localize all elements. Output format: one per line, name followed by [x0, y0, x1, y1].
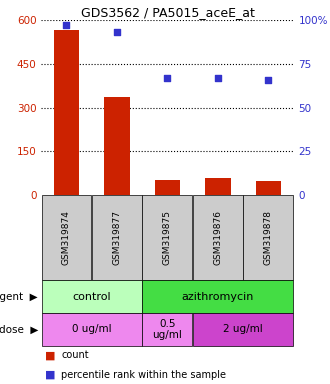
Text: percentile rank within the sample: percentile rank within the sample	[61, 369, 226, 380]
Text: GSM319877: GSM319877	[113, 210, 121, 265]
Text: count: count	[61, 350, 89, 361]
Text: dose  ▶: dose ▶	[0, 324, 38, 334]
Bar	[54, 30, 79, 195]
Point	[64, 22, 69, 28]
Bar	[143, 313, 192, 346]
Bar	[244, 195, 293, 280]
Text: GSM319874: GSM319874	[62, 210, 71, 265]
Text: agent  ▶: agent ▶	[0, 291, 38, 301]
Bar	[205, 177, 231, 195]
Point	[266, 76, 271, 83]
Text: ■: ■	[45, 369, 55, 380]
Text: GSM319878: GSM319878	[264, 210, 273, 265]
Bar	[92, 195, 142, 280]
Bar	[42, 195, 91, 280]
Title: GDS3562 / PA5015_aceE_at: GDS3562 / PA5015_aceE_at	[81, 6, 254, 19]
Point	[215, 74, 220, 81]
Text: 0.5
ug/ml: 0.5 ug/ml	[152, 319, 182, 340]
Text: GSM319875: GSM319875	[163, 210, 172, 265]
Bar	[143, 195, 192, 280]
Bar	[155, 180, 180, 195]
Bar	[104, 97, 130, 195]
Bar	[42, 280, 142, 313]
Bar	[42, 313, 142, 346]
Bar	[193, 195, 243, 280]
Text: control: control	[72, 291, 111, 301]
Bar	[256, 181, 281, 195]
Point	[165, 74, 170, 81]
Text: 2 ug/ml: 2 ug/ml	[223, 324, 263, 334]
Text: 0 ug/ml: 0 ug/ml	[72, 324, 112, 334]
Bar	[193, 313, 293, 346]
Text: GSM319876: GSM319876	[214, 210, 222, 265]
Bar	[143, 280, 293, 313]
Text: azithromycin: azithromycin	[182, 291, 254, 301]
Point	[115, 29, 120, 35]
Text: ■: ■	[45, 350, 55, 361]
